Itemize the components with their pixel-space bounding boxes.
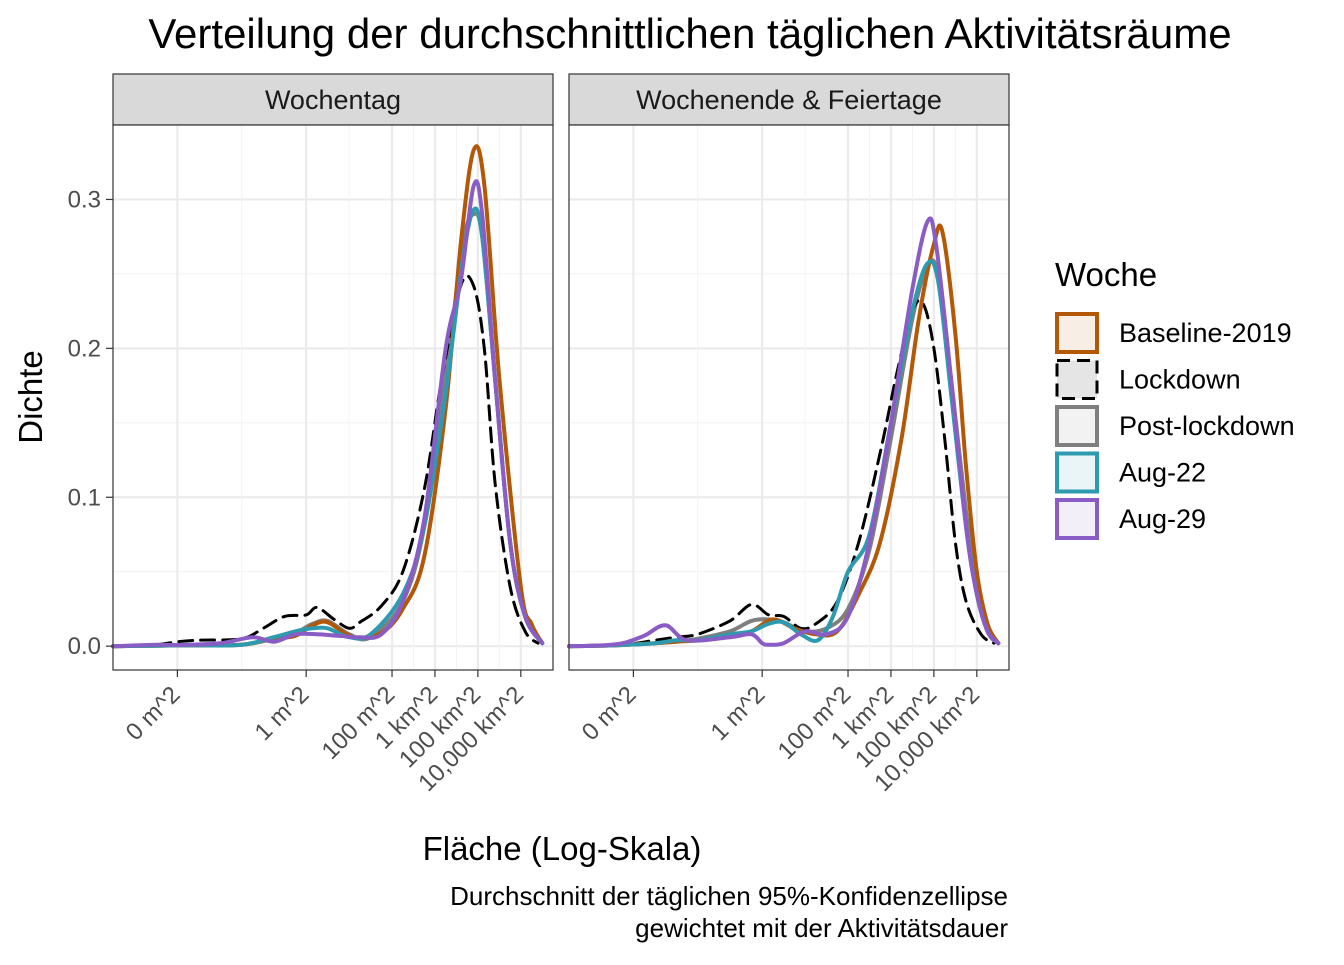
y-tick-label: 0.1: [68, 484, 101, 511]
strip-wochenende: [568, 73, 1010, 126]
y-axis-title: Dichte: [12, 350, 49, 444]
y-tick-label: 0.2: [68, 335, 101, 362]
gridlines-wochentag: [113, 125, 553, 670]
legend-key-lockdown: [1055, 359, 1099, 400]
caption-line-1: Durchschnitt der täglichen 95%-Konfidenz…: [450, 881, 1008, 911]
strip-wochentag: [112, 73, 554, 126]
legend-label-post-lockdown: Post-lockdown: [1119, 411, 1295, 441]
legend-label-aug-29: Aug-29: [1119, 504, 1206, 534]
legend-label-aug-22: Aug-22: [1119, 458, 1206, 488]
chart-title: Verteilung der durchschnittlichen täglic…: [148, 10, 1231, 57]
x-tick-label: 0 m^2: [121, 681, 186, 746]
strip-label-wochentag: Wochentag: [265, 85, 401, 115]
series-line-baseline-2019: [111, 144, 545, 649]
legend-item-lockdown: Lockdown: [1055, 359, 1241, 400]
panel-wochenende: Wochenende & Feiertage 0 m^2 1 m^2 100 m^2…: [567, 73, 1010, 797]
legend-key-baseline-2019: [1055, 312, 1099, 354]
caption-line-2: gewichtet mit der Aktivitätsdauer: [635, 913, 1008, 943]
plot-border-wochentag: [112, 124, 554, 671]
legend-label-baseline-2019: Baseline-2019: [1119, 318, 1292, 348]
plot-border-wochenende: [568, 124, 1010, 671]
legend-key-post-lockdown: [1055, 405, 1099, 447]
y-axis: 0.0 0.1 0.2 0.3: [68, 186, 113, 660]
legend-item-baseline-2019: Baseline-2019: [1055, 312, 1292, 354]
x-tick-label: 1 m^2: [250, 681, 315, 746]
strip-label-wochenende: Wochenende & Feiertage: [636, 85, 942, 115]
legend-key-aug-22: [1055, 451, 1099, 494]
x-axis-title: Fläche (Log-Skala): [423, 830, 702, 867]
legend: Woche Baseline-2019 Lockdown Post-lockdown…: [1055, 256, 1295, 540]
legend-title: Woche: [1055, 256, 1157, 293]
y-tick-label: 0.0: [68, 633, 101, 660]
density-lines-wochenende: [567, 216, 1001, 649]
plot-background-wochenende: [569, 125, 1009, 670]
legend-item-post-lockdown: Post-lockdown: [1055, 405, 1295, 447]
density-lines-wochentag: [111, 144, 545, 649]
series-line-aug-29: [111, 179, 545, 649]
x-tick-label: 0 m^2: [577, 681, 642, 746]
y-tick-label: 0.3: [68, 186, 101, 213]
legend-item-aug-29: Aug-29: [1055, 498, 1206, 540]
series-line-aug-29: [567, 216, 1001, 649]
x-tick-label: 1 m^2: [706, 681, 771, 746]
legend-key-aug-29: [1055, 498, 1099, 540]
legend-label-lockdown: Lockdown: [1119, 365, 1241, 395]
legend-item-aug-22: Aug-22: [1055, 451, 1206, 494]
